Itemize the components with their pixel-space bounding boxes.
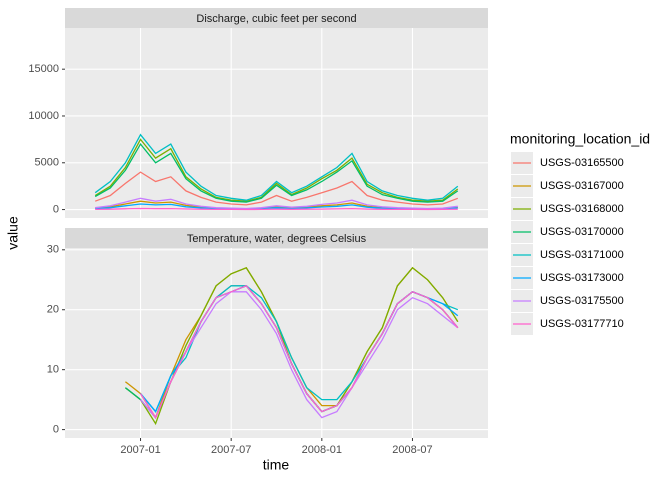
legend-label: USGS-03177710 xyxy=(540,318,624,330)
y-tick-label: 15000 xyxy=(28,63,59,75)
series-line xyxy=(94,138,459,202)
panel-title: Discharge, cubic feet per second xyxy=(196,13,356,25)
y-tick-label: 20 xyxy=(47,304,59,316)
series-line xyxy=(95,197,458,210)
panel-title: Temperature, water, degrees Celsius xyxy=(187,233,367,245)
legend-label: USGS-03170000 xyxy=(540,226,624,238)
series-line xyxy=(94,133,459,201)
legend-label: USGS-03171000 xyxy=(540,249,624,261)
legend-label: USGS-03165500 xyxy=(540,157,624,169)
legend-label: USGS-03168000 xyxy=(540,203,624,215)
y-tick-label: 10000 xyxy=(28,110,59,122)
x-tick-label: 2007-07 xyxy=(211,444,251,456)
series-line xyxy=(95,207,458,211)
strip xyxy=(65,8,488,28)
legend-title: monitoring_location_id xyxy=(510,131,650,147)
series-line xyxy=(139,285,459,420)
x-tick-label: 2008-07 xyxy=(392,444,432,456)
y-axis-title: value xyxy=(5,216,21,250)
series-line xyxy=(95,203,458,210)
y-tick-label: 0 xyxy=(53,203,59,215)
y-tick-label: 5000 xyxy=(35,157,59,169)
x-axis-title: time xyxy=(263,457,290,473)
x-tick-label: 2007-01 xyxy=(120,444,160,456)
series-line xyxy=(140,291,459,419)
x-tick-label: 2008-01 xyxy=(302,444,342,456)
panel-background xyxy=(65,248,488,438)
series-line xyxy=(94,142,459,203)
y-tick-label: 30 xyxy=(47,244,59,256)
y-tick-label: 0 xyxy=(53,424,59,436)
legend-label: USGS-03175500 xyxy=(540,295,624,307)
series-line xyxy=(94,171,459,206)
legend-label: USGS-03173000 xyxy=(540,272,624,284)
y-tick-label: 10 xyxy=(47,364,59,376)
legend-label: USGS-03167000 xyxy=(540,180,624,192)
panel-background xyxy=(65,28,488,218)
strip xyxy=(65,228,488,248)
